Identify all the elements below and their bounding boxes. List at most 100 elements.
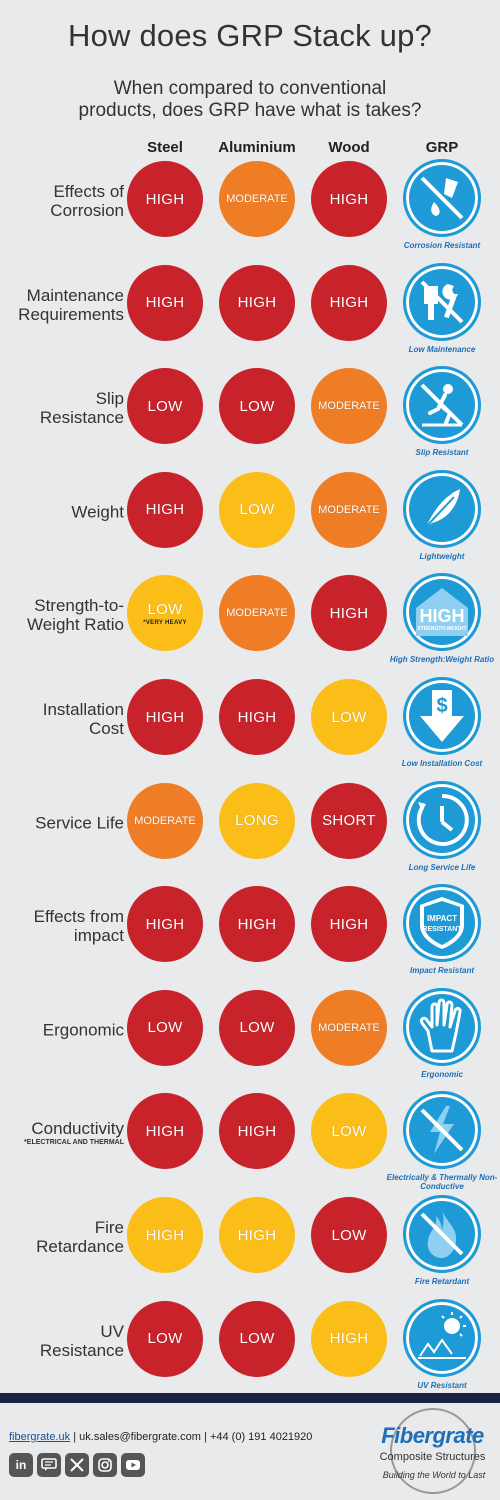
grp-caption: Low Installation Cost: [401, 759, 483, 768]
aluminium-rating-text: LOW: [239, 397, 275, 415]
comparison-row: Ergonomic LOW LOW MODERATE Ergonomic: [0, 978, 500, 1082]
aluminium-rating-text: LOW: [239, 501, 275, 519]
aluminium-rating-text: LOW: [239, 1019, 275, 1037]
grp-caption: Slip Resistant: [415, 448, 469, 458]
grp-icon-text-1: HIGH: [420, 606, 465, 626]
row-label: Service Life: [0, 813, 124, 832]
row-label: Maintenance Requirements: [0, 286, 124, 324]
wood-rating-text: HIGH: [329, 294, 369, 312]
column-header-grp: GRP: [425, 139, 459, 156]
phone-text: +44 (0) 191 4021920: [209, 1431, 313, 1443]
aluminium-rating-text: HIGH: [237, 708, 277, 726]
steel-rating-circle: HIGH: [127, 264, 203, 341]
row-label-line-1: Strength-to-: [34, 596, 124, 616]
x-icon[interactable]: [65, 1453, 89, 1477]
aluminium-rating-text: LONG: [235, 812, 279, 830]
row-label-line-2: Requirements: [18, 304, 124, 324]
comparison-row: UV Resistance LOW LOW HIGH UV Resistant: [0, 1289, 500, 1393]
aluminium-rating-circle: HIGH: [219, 679, 295, 755]
chat-icon[interactable]: [37, 1453, 61, 1477]
wood-rating-text: LOW: [331, 1122, 367, 1140]
steel-rating-circle: MODERATE: [127, 782, 203, 859]
steel-rating-text: HIGH: [145, 501, 185, 519]
logo-name: Fibergrate: [381, 1423, 484, 1448]
impact-shield-icon: IMPACT RESISTANT: [403, 884, 481, 963]
row-label: Fire Retardance: [0, 1218, 124, 1256]
column-header-wood: Wood: [328, 139, 370, 156]
row-label-line-1: Weight: [71, 502, 124, 522]
social-icons: in: [9, 1453, 145, 1477]
row-label: Conductivity *ELECTRICAL AND THERMAL: [0, 1119, 124, 1147]
steel-rating-text: LOW: [147, 600, 183, 618]
page-subtitle: When compared to conventional products, …: [0, 78, 500, 122]
column-header-steel: Steel: [147, 139, 183, 156]
instagram-icon[interactable]: [93, 1453, 117, 1477]
comparison-row: Maintenance Requirements HIGH HIGH HIGH Low M…: [0, 253, 500, 357]
contact-line: fibergrate.uk | uk.sales@fibergrate.com …: [9, 1431, 312, 1443]
wood-rating-text: HIGH: [329, 915, 369, 933]
row-label-line-2: Corrosion: [50, 201, 124, 220]
steel-rating-text: LOW: [147, 1019, 183, 1037]
row-label-line-1: Effects from: [33, 907, 124, 927]
wood-rating-circle: HIGH: [311, 886, 387, 963]
wood-rating-text: MODERATE: [318, 1021, 380, 1034]
aluminium-rating-circle: HIGH: [219, 264, 295, 341]
grp-caption: Electrically & Thermally Non-Conductive: [386, 1173, 498, 1192]
youtube-icon[interactable]: [121, 1453, 145, 1477]
maintenance-icon: [403, 262, 481, 341]
row-label-line-2: Retardance: [36, 1237, 124, 1256]
wood-rating-circle: HIGH: [311, 264, 387, 341]
aluminium-rating-circle: MODERATE: [219, 575, 295, 652]
email-text[interactable]: uk.sales@fibergrate.com: [79, 1431, 201, 1443]
aluminium-rating-circle: LOW: [219, 989, 295, 1066]
comparison-row: Weight HIGH LOW MODERATE Lightweight: [0, 460, 500, 564]
aluminium-rating-text: LOW: [239, 1330, 275, 1348]
grp-caption: UV Resistant: [417, 1380, 467, 1390]
cost-arrow-icon: $: [403, 677, 481, 755]
svg-text:$: $: [436, 695, 447, 717]
sun-icon: [403, 1298, 481, 1377]
row-label: Slip Resistance: [0, 389, 124, 427]
row-label-line-1: Conductivity: [31, 1119, 124, 1139]
wood-rating-circle: LOW: [311, 1093, 387, 1170]
row-label: Installation Cost: [0, 700, 124, 738]
steel-rating-text: HIGH: [145, 708, 185, 726]
row-label: Effects from impact: [0, 907, 124, 945]
wood-rating-circle: SHORT: [311, 782, 387, 859]
row-label-note: *ELECTRICAL AND THERMAL: [24, 1139, 124, 1147]
row-label: Strength-to- Weight Ratio: [0, 596, 124, 634]
linkedin-icon[interactable]: in: [9, 1453, 33, 1477]
logo-tagline: Building the World to Last: [382, 1470, 486, 1480]
steel-rating-circle: HIGH: [127, 1093, 203, 1170]
aluminium-rating-text: HIGH: [237, 294, 277, 312]
aluminium-rating-circle: HIGH: [219, 1093, 295, 1170]
steel-rating-circle: LOW: [127, 1300, 203, 1377]
steel-rating-circle: HIGH: [127, 161, 203, 237]
wood-rating-circle: MODERATE: [311, 989, 387, 1066]
logo-subtitle: Composite Structures: [379, 1451, 486, 1463]
row-label-line-2: Weight Ratio: [26, 615, 124, 635]
aluminium-rating-circle: LOW: [219, 1300, 295, 1377]
fire-icon: [403, 1195, 481, 1273]
steel-rating-circle: HIGH: [127, 471, 203, 548]
steel-rating-text: HIGH: [145, 915, 185, 933]
row-label-line-1: Service Life: [35, 813, 124, 833]
steel-rating-text: HIGH: [145, 1226, 185, 1244]
steel-rating-circle: LOW *VERY HEAVY: [127, 575, 203, 652]
clock-icon: [403, 780, 481, 859]
aluminium-rating-circle: LOW: [219, 368, 295, 445]
grp-caption: Fire Retardant: [414, 1277, 470, 1286]
wood-rating-circle: LOW: [311, 679, 387, 755]
row-label-line-1: Effects of: [53, 182, 124, 201]
website-link[interactable]: fibergrate.uk: [9, 1431, 71, 1443]
steel-rating-circle: HIGH: [127, 1197, 203, 1273]
row-label: Weight: [0, 502, 124, 521]
wood-rating-text: HIGH: [329, 604, 369, 622]
wood-rating-circle: LOW: [311, 1197, 387, 1273]
steel-rating-circle: HIGH: [127, 886, 203, 963]
contact-separator: |: [204, 1431, 207, 1443]
wood-rating-text: HIGH: [329, 1330, 369, 1348]
row-label-line-1: UV: [100, 1321, 124, 1341]
aluminium-rating-circle: HIGH: [219, 886, 295, 963]
steel-rating-text: MODERATE: [134, 814, 196, 827]
